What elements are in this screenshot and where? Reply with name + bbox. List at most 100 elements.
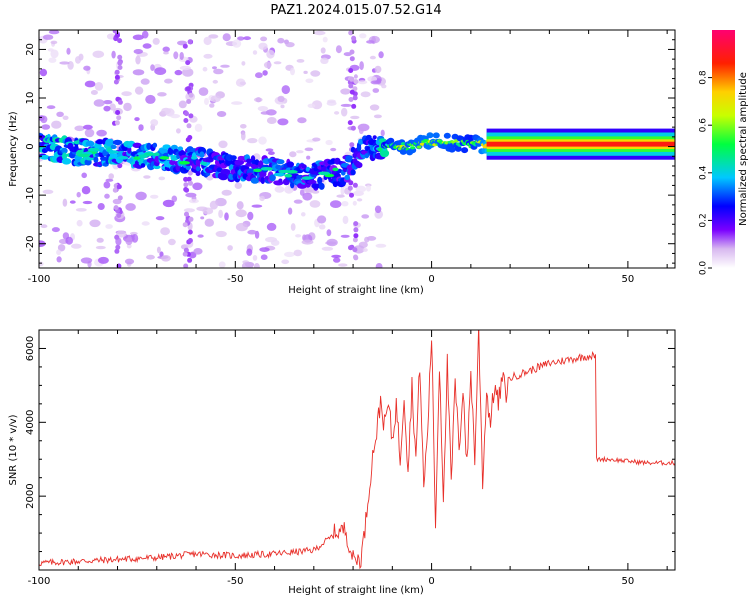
noise-blob xyxy=(331,254,341,258)
ridge-blob xyxy=(378,138,387,143)
noise-blob xyxy=(295,234,302,238)
noise-blob xyxy=(293,249,303,257)
colorbar-tick-label: 0.0 xyxy=(699,261,709,276)
colorbar-tick-label: 0.4 xyxy=(699,165,709,180)
noise-blob xyxy=(203,53,213,59)
noise-blob xyxy=(352,182,358,188)
noise-blob xyxy=(39,261,44,267)
noise-blob xyxy=(161,254,171,262)
noise-blob xyxy=(56,111,64,118)
noise-blob xyxy=(320,47,326,54)
noise-blob xyxy=(184,211,189,217)
noise-blob xyxy=(209,103,215,108)
ridge-highlight xyxy=(273,172,285,177)
noise-blob xyxy=(266,117,277,124)
noise-blob xyxy=(39,68,48,77)
noise-blob xyxy=(51,227,60,233)
noise-blob xyxy=(117,60,123,66)
noise-blob xyxy=(164,78,173,84)
noise-blob xyxy=(335,45,342,54)
colorbar-tick-label: 0.6 xyxy=(699,118,709,133)
noise-blob xyxy=(158,176,166,181)
noise-blob xyxy=(114,120,120,126)
noise-blob xyxy=(359,61,364,71)
noise-blob xyxy=(369,55,376,60)
noise-blob xyxy=(116,213,122,218)
carrier-band xyxy=(486,141,675,147)
noise-blob xyxy=(268,151,275,156)
noise-blob xyxy=(156,246,161,254)
noise-blob xyxy=(50,40,58,45)
noise-blob xyxy=(173,51,179,60)
ridge-blob xyxy=(197,147,207,155)
noise-blob xyxy=(115,244,121,250)
noise-blob xyxy=(251,204,263,208)
noise-blob xyxy=(340,186,345,196)
noise-blob xyxy=(218,140,228,149)
noise-blob xyxy=(188,216,194,222)
noise-blob xyxy=(126,243,132,249)
noise-blob xyxy=(145,94,156,104)
noise-blob xyxy=(186,123,192,129)
noise-blob xyxy=(188,113,194,119)
transition-core xyxy=(419,142,425,146)
noise-blob xyxy=(352,237,358,243)
noise-blob xyxy=(143,175,151,179)
noise-blob xyxy=(150,119,159,127)
ridge-highlight xyxy=(159,156,170,160)
noise-blob xyxy=(95,245,106,250)
noise-blob xyxy=(183,118,189,123)
noise-blob xyxy=(381,84,387,89)
noise-blob xyxy=(290,67,295,76)
noise-blob xyxy=(210,95,221,103)
noise-blob xyxy=(141,221,150,226)
snr-ylabel: SNR (10 * v/v) xyxy=(8,414,19,485)
noise-blob xyxy=(50,49,59,59)
noise-blob xyxy=(237,36,245,41)
noise-blob xyxy=(117,54,123,60)
noise-blob xyxy=(62,115,69,121)
noise-blob xyxy=(296,150,304,154)
ridge-highlight xyxy=(286,170,298,174)
noise-blob xyxy=(334,111,340,115)
noise-blob xyxy=(117,163,123,169)
ridge-blob xyxy=(318,182,325,190)
noise-blob xyxy=(76,219,83,227)
noise-blob xyxy=(266,49,275,59)
noise-blob xyxy=(270,239,280,246)
noise-blob xyxy=(75,56,81,64)
noise-blob xyxy=(285,42,295,48)
noise-blob xyxy=(239,81,247,86)
noise-blob xyxy=(182,68,194,77)
noise-blob xyxy=(194,123,203,132)
ridge-highlight xyxy=(332,167,339,172)
noise-blob xyxy=(185,60,191,66)
noise-blob xyxy=(290,223,296,231)
noise-blob xyxy=(338,263,348,267)
noise-blob xyxy=(350,115,360,120)
noise-blob xyxy=(193,248,203,255)
noise-blob xyxy=(162,199,175,208)
noise-blob xyxy=(349,56,355,62)
noise-blob xyxy=(253,97,263,103)
transition-blob xyxy=(454,145,462,152)
noise-blob xyxy=(212,79,218,84)
noise-blob xyxy=(157,92,167,97)
noise-blob xyxy=(111,50,116,59)
noise-blob xyxy=(322,36,328,43)
ridge-blob xyxy=(246,158,252,164)
noise-blob xyxy=(221,189,232,196)
noise-blob xyxy=(260,36,268,42)
y-tick-label: 20 xyxy=(25,43,36,56)
noise-blob xyxy=(152,37,160,45)
ridge-highlight xyxy=(87,147,100,152)
noise-blob xyxy=(187,229,193,235)
noise-blob xyxy=(236,201,244,210)
transition-blob xyxy=(426,132,434,139)
noise-blob xyxy=(141,30,149,39)
noise-blob xyxy=(311,190,320,194)
noise-blob xyxy=(104,193,110,199)
noise-blob xyxy=(297,117,307,124)
noise-blob xyxy=(209,200,218,210)
noise-blob xyxy=(41,124,51,130)
